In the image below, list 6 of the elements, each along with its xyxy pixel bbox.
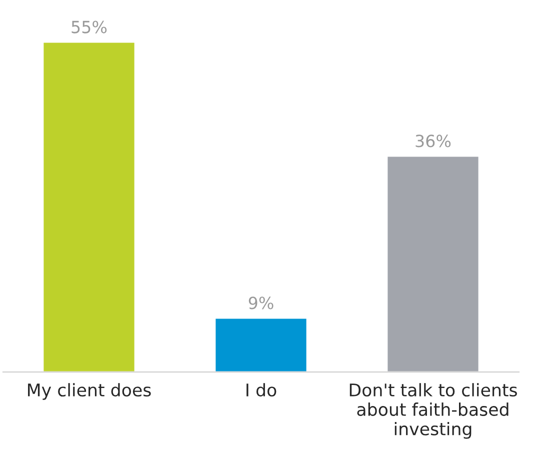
x-tick-label: Don't talk to clients about faith-based investing: [350, 383, 517, 439]
data-label: 36%: [416, 134, 451, 148]
x-tick-label: My client does: [28, 383, 151, 400]
data-label: 9%: [248, 296, 274, 310]
data-label: 55%: [72, 20, 107, 34]
x-tick-label: I do: [246, 383, 276, 397]
